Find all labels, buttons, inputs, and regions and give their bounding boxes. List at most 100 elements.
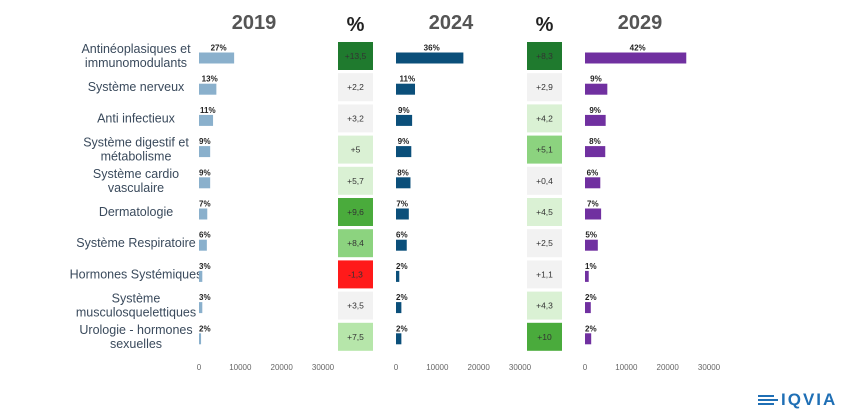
bar-data-label: 27%: [211, 44, 227, 53]
growth-cell-value: +13,5: [345, 51, 367, 61]
panel-year-title: 2024: [429, 12, 474, 34]
bar: [199, 52, 235, 64]
growth-cell-value: +2,9: [536, 82, 553, 92]
bar-data-label: 1%: [585, 262, 597, 271]
bar: [199, 146, 211, 158]
growth-cell-value: +8,4: [347, 238, 364, 248]
bar-data-label: 8%: [589, 137, 601, 146]
category-label: Hormones Systémiques: [70, 267, 203, 281]
growth-cell: [527, 322, 562, 351]
growth-cell-value: +5,7: [347, 176, 364, 186]
bar-data-label: 9%: [589, 106, 601, 115]
bar: [199, 333, 202, 345]
category-label: Antinéoplasiques et immunomodulants: [81, 42, 191, 70]
bar-data-label: 2%: [585, 293, 597, 302]
growth-cell: [527, 104, 562, 133]
x-tick-label: 30000: [698, 363, 721, 372]
growth-cell: [527, 291, 562, 320]
bar-data-label: 7%: [587, 200, 599, 209]
bar: [396, 333, 402, 345]
bar-data-label: 2%: [199, 324, 211, 333]
growth-cell: [338, 322, 373, 351]
bar-data-label: 6%: [396, 231, 408, 240]
growth-column-header: %: [536, 14, 554, 36]
bar: [396, 114, 413, 126]
category-label: Système cardio vasculaire: [93, 167, 179, 195]
bar-data-label: 36%: [424, 44, 440, 53]
x-tick-label: 30000: [312, 363, 335, 372]
bar: [199, 114, 214, 126]
x-tick-label: 0: [583, 363, 588, 372]
growth-cell: [527, 42, 562, 70]
x-tick-label: 0: [394, 363, 399, 372]
panel-year-title: 2019: [232, 12, 277, 34]
bar: [585, 270, 589, 282]
bar-data-label: 11%: [400, 75, 416, 84]
growth-cell-value: -1,3: [348, 269, 363, 279]
growth-cell-value: +4,3: [536, 301, 553, 311]
bar: [585, 302, 591, 314]
category-label: Anti infectieux: [97, 111, 176, 125]
bar: [585, 208, 602, 220]
bar: [199, 270, 203, 282]
bar-data-label: 7%: [199, 200, 211, 209]
growth-cell-value: +8,3: [536, 51, 553, 61]
bar: [585, 146, 606, 158]
bar: [396, 52, 464, 64]
bar: [199, 177, 211, 189]
category-label: Système digestif et métabolisme: [83, 136, 189, 164]
growth-cell: [527, 73, 562, 102]
bar: [585, 52, 687, 64]
category-label: Système nerveux: [88, 80, 185, 94]
category-label: Dermatologie: [99, 205, 173, 219]
growth-cell-value: +3,2: [347, 113, 364, 123]
bar-data-label: 9%: [199, 137, 211, 146]
panel-year-title: 2029: [618, 12, 663, 34]
x-tick-label: 20000: [271, 363, 294, 372]
bar-data-label: 6%: [199, 231, 211, 240]
growth-cell: [338, 198, 373, 226]
bar-data-label: 3%: [199, 262, 211, 271]
bar-data-label: 2%: [396, 293, 408, 302]
x-tick-label: 0: [197, 363, 202, 372]
bar-data-label: 11%: [200, 106, 216, 115]
bar-data-label: 2%: [396, 324, 408, 333]
growth-cell-value: +5: [351, 145, 361, 155]
growth-cell-value: +7,5: [347, 332, 364, 342]
bar: [396, 302, 402, 314]
growth-cell: [338, 135, 373, 164]
growth-cell-value: +0,4: [536, 176, 553, 186]
bar: [396, 239, 407, 251]
growth-cell: [527, 135, 562, 164]
growth-cell: [338, 104, 373, 133]
growth-cell-value: +3,5: [347, 301, 364, 311]
bar-data-label: 3%: [199, 293, 211, 302]
iqvia-logo: IQVIA: [758, 390, 837, 410]
bar-data-label: 8%: [397, 168, 409, 177]
bar: [199, 208, 208, 220]
growth-cell: [338, 166, 373, 195]
growth-cell-value: +2,5: [536, 238, 553, 248]
growth-cell-value: +10: [537, 332, 552, 342]
growth-cell-value: +4,5: [536, 207, 553, 217]
iqvia-logo-mark-icon: [758, 395, 778, 405]
x-tick-label: 20000: [657, 363, 680, 372]
growth-cell: [338, 229, 373, 258]
x-tick-label: 30000: [509, 363, 532, 372]
bar: [585, 333, 592, 345]
growth-cell: [338, 260, 373, 289]
growth-cell: [527, 198, 562, 226]
growth-cell-value: +4,2: [536, 113, 553, 123]
bar: [199, 302, 203, 314]
iqvia-logo-text: IQVIA: [781, 390, 838, 409]
growth-column-header: %: [347, 14, 365, 36]
growth-cell: [527, 260, 562, 289]
bar-data-label: 2%: [396, 262, 408, 271]
growth-cell-value: +9,6: [347, 207, 364, 217]
bar: [396, 177, 411, 189]
growth-cell: [338, 42, 373, 70]
bar: [585, 83, 608, 95]
bar: [585, 239, 598, 251]
growth-cell-value: +5,1: [536, 145, 553, 155]
